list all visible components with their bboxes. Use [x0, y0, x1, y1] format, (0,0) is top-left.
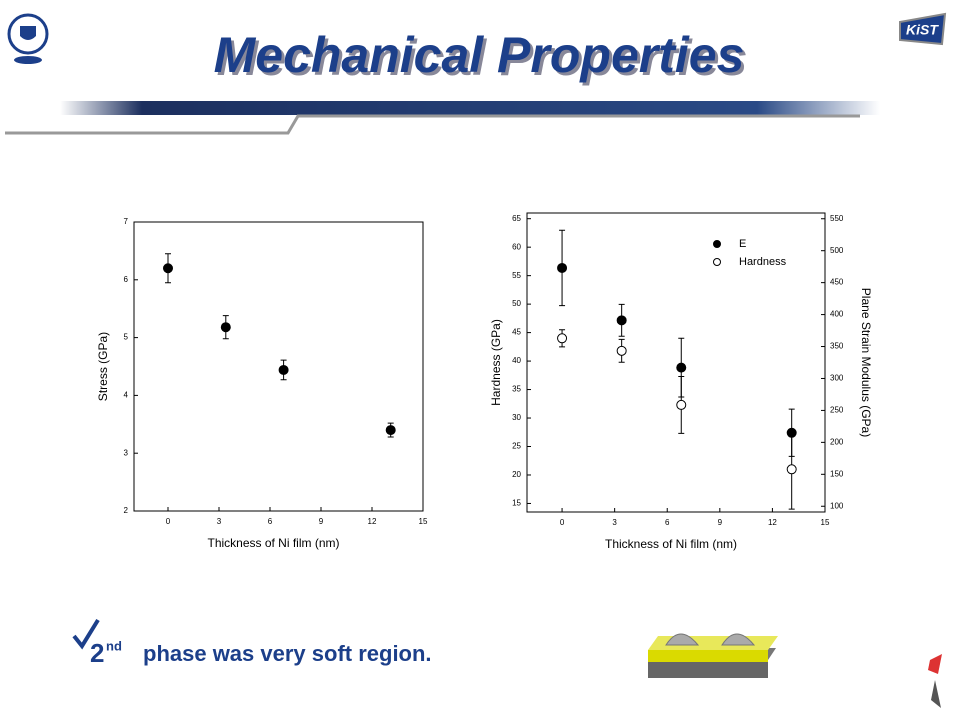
x-tick-label: 6: [665, 518, 670, 527]
y-tick-label: 35: [512, 385, 521, 394]
data-point: [786, 464, 797, 475]
diamond-logo: [928, 654, 942, 674]
x-axis-label: Thickness of Ni film (nm): [207, 536, 339, 550]
y-axis-label: Stress (GPa): [96, 332, 110, 401]
x-tick-label: 12: [768, 518, 777, 527]
y-tick-label: 30: [512, 413, 521, 422]
legend-label: E: [739, 238, 746, 250]
grain: [721, 633, 756, 646]
x-tick-label: 9: [319, 517, 324, 526]
title-shadow: Mechanical Properties: [217, 30, 748, 86]
y2-tick-label: 250: [830, 406, 844, 415]
y-tick-label: 3: [124, 448, 129, 457]
y2-tick-label: 400: [830, 310, 844, 319]
logo-shield: [20, 26, 36, 40]
y-tick-label: 15: [512, 499, 521, 508]
y-tick-label: 45: [512, 328, 521, 337]
logo-base: [14, 56, 42, 64]
y-tick-label: 60: [512, 242, 521, 251]
bullet-superscript: nd: [106, 638, 122, 653]
plot-frame: [526, 212, 826, 513]
x-tick-label: 0: [166, 517, 171, 526]
x-tick-label: 15: [419, 517, 428, 526]
y-tick-label: 5: [124, 333, 129, 342]
bullet-number: 2: [90, 638, 104, 668]
y-tick-label: 20: [512, 470, 521, 479]
x-axis-label: Thickness of Ni film (nm): [605, 537, 737, 551]
data-point: [557, 262, 568, 273]
data-point: [616, 345, 627, 356]
grain: [665, 633, 700, 646]
legend-marker: [713, 258, 721, 266]
y-tick-label: 50: [512, 299, 521, 308]
data-point: [220, 322, 231, 333]
data-point: [163, 263, 173, 274]
legend-marker: [713, 240, 721, 248]
title: Mechanical Properties: [214, 27, 745, 83]
y-axis-label: Hardness (GPa): [489, 319, 503, 406]
y-tick-label: 55: [512, 271, 521, 280]
x-tick-label: 12: [368, 517, 377, 526]
film: [648, 650, 768, 662]
y-tick-label: 25: [512, 442, 521, 451]
x-tick-label: 0: [560, 518, 565, 527]
x-tick-label: 3: [612, 518, 617, 527]
x-tick-label: 3: [217, 517, 222, 526]
y-tick-label: 40: [512, 356, 521, 365]
y2-tick-label: 450: [830, 278, 844, 287]
y2-tick-label: 200: [830, 437, 844, 446]
diamond-logo-stem: [931, 680, 941, 708]
bullet-text: phase was very soft region.: [143, 641, 432, 666]
logo-text: KiST: [906, 22, 939, 38]
data-point: [278, 364, 289, 375]
x-tick-label: 6: [268, 517, 273, 526]
data-point: [676, 362, 687, 373]
y2-tick-label: 100: [830, 501, 844, 510]
logo-right: [899, 12, 947, 46]
title-band: [60, 101, 880, 115]
data-point: [557, 333, 568, 344]
y-tick-label: 65: [512, 214, 521, 223]
y-tick-label: 7: [124, 217, 129, 226]
title-rule: [5, 114, 860, 135]
y2-tick-label: 300: [830, 374, 844, 383]
y2-tick-label: 550: [830, 214, 844, 223]
check-mark: [72, 618, 100, 650]
data-point: [616, 315, 627, 326]
plot-frame: [133, 221, 424, 512]
y-tick-label: 6: [124, 275, 129, 284]
substrate: [648, 660, 768, 678]
y2-axis-label: Plane Strain Modulus (GPa): [859, 288, 873, 437]
legend-label: Hardness: [739, 256, 787, 268]
data-point: [385, 425, 396, 436]
x-tick-label: 15: [821, 518, 830, 527]
y2-tick-label: 350: [830, 342, 844, 351]
y2-tick-label: 500: [830, 246, 844, 255]
y-tick-label: 2: [124, 506, 129, 515]
y-tick-label: 4: [124, 391, 129, 400]
data-point: [676, 399, 687, 410]
x-tick-label: 9: [718, 518, 723, 527]
y2-tick-label: 150: [830, 469, 844, 478]
